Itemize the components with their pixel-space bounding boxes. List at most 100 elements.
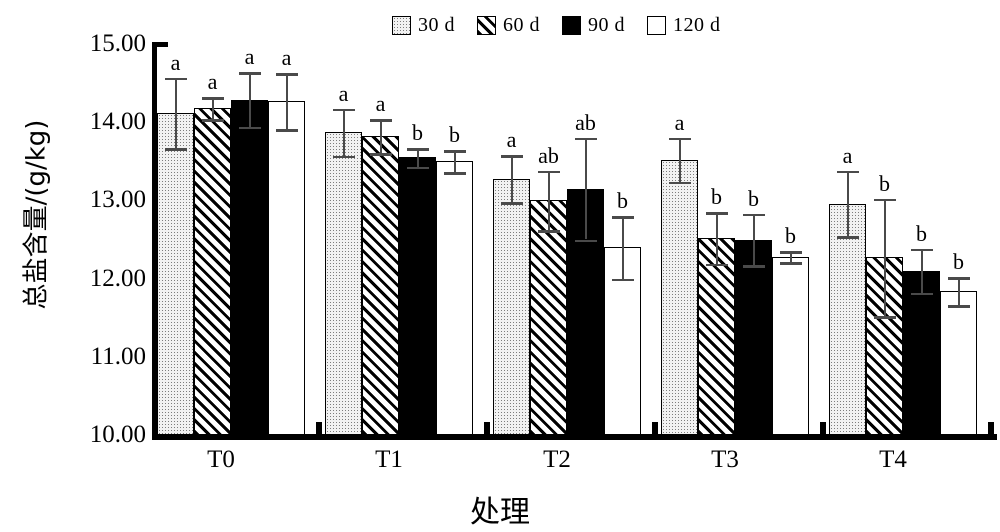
bar [194,108,231,435]
y-tick-label: 14.00 [89,108,146,136]
error-bar-cap-bottom [537,230,560,233]
significance-label: a [207,69,218,95]
x-tick-label: T1 [375,446,403,473]
x-tick-mark [820,422,826,435]
error-bar-cap-top [742,213,765,217]
bar [530,200,567,435]
legend-entry: 120 d [647,15,721,35]
bar [157,112,194,435]
significance-label: b [748,185,759,211]
y-tick-label: 11.00 [90,342,146,370]
error-bar-line [920,248,923,293]
error-bar-cap-top [947,277,970,280]
error-bar-cap-bottom [611,278,634,282]
error-bar-cap-top [443,150,466,153]
significance-label: a [375,91,386,117]
error-bar-line [453,150,456,173]
error-bar-line [752,213,755,266]
significance-label: ab [538,142,559,168]
bar [231,99,268,435]
y-axis-top-cap [152,42,168,47]
bar [268,101,305,435]
legend-swatch-icon [392,15,411,35]
error-bar-cap-top [910,248,933,252]
error-bar-cap-top [668,137,691,141]
significance-label: b [785,223,796,249]
error-bar-line [957,277,960,306]
error-bar-cap-top [611,216,634,219]
legend-swatch-icon [647,15,666,35]
error-bar-line [285,72,288,130]
error-bar-cap-top [537,170,560,174]
error-bar-line [789,251,792,263]
significance-label: b [617,188,628,214]
bar [399,157,436,435]
error-bar-line [621,216,624,279]
error-bar-line [883,198,886,317]
error-bar-cap-top [238,72,261,75]
error-bar-cap-top [574,137,597,141]
y-axis-line [152,42,157,439]
y-tick-label: 13.00 [89,186,146,214]
significance-label: a [506,127,517,153]
bar [829,203,866,435]
x-axis-line [152,434,997,440]
significance-label: a [281,44,292,70]
significance-label: b [879,170,890,196]
bar [698,237,735,435]
error-bar-cap-bottom [275,129,298,132]
x-tick-mark-end [988,422,994,435]
error-bar-line [584,137,587,240]
chart-legend: 30 d 60 d 90 d 120 d [392,11,743,39]
significance-label: b [449,122,460,148]
error-bar-cap-top [164,77,187,81]
error-bar-line [547,170,550,231]
bar [661,159,698,435]
error-bar-line [379,119,382,154]
error-bar-cap-bottom [742,265,765,268]
bar [940,291,977,435]
error-bar-cap-top [873,198,896,202]
error-bar-cap-top [705,212,728,215]
significance-label: b [412,120,423,145]
significance-label: a [338,80,349,106]
error-bar-cap-top [201,97,224,100]
bar [903,270,940,435]
x-tick-label: T4 [879,446,907,473]
bar [362,136,399,435]
legend-label: 90 d [588,14,625,36]
y-tick-label: 10.00 [89,421,146,448]
error-bar-line [211,97,214,120]
significance-label: ab [575,109,596,135]
error-bar-cap-bottom [910,292,933,296]
error-bar-cap-top [836,170,859,174]
error-bar-cap-bottom [406,166,429,170]
error-bar-cap-bottom [443,172,466,175]
legend-entry: 90 d [562,15,625,35]
x-tick-mark [316,422,322,435]
legend-label: 60 d [503,14,540,36]
error-bar-cap-top [779,251,802,254]
significance-label: a [170,49,181,75]
error-bar-cap-bottom [164,148,187,151]
error-bar-cap-bottom [574,239,597,243]
error-bar-cap-bottom [873,316,896,319]
error-bar-line [510,155,513,202]
bar [493,178,530,435]
x-axis-title: 处理 [470,495,530,530]
error-bar-cap-top [406,148,429,151]
error-bar-line [342,108,345,156]
significance-label: a [842,142,853,168]
bar [735,239,772,435]
error-bar-line [416,148,419,167]
x-tick-mark [484,422,490,435]
error-bar-line [174,77,177,148]
legend-swatch-icon [562,15,581,35]
legend-label: 30 d [418,14,455,36]
x-tick-mark [652,422,658,435]
significance-label: b [916,220,927,246]
x-tick-label: T0 [207,446,235,473]
error-bar-cap-bottom [332,155,355,159]
error-bar-line [846,170,849,237]
